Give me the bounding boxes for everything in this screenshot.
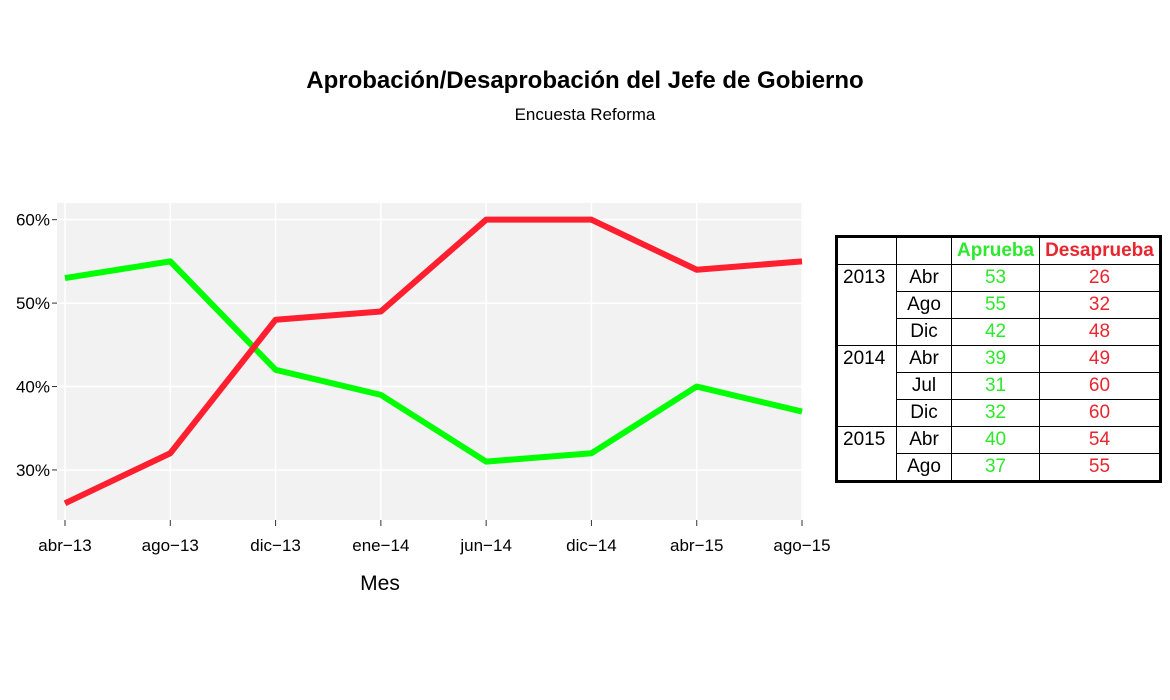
table-aprueba-cell: 40 bbox=[950, 426, 1041, 454]
y-tick-label: 60% bbox=[16, 211, 50, 230]
table-desaprueba-cell: 26 bbox=[1039, 264, 1161, 292]
plot-background bbox=[57, 203, 803, 520]
table-desaprueba-cell: 60 bbox=[1039, 372, 1161, 400]
x-tick-label: jun−14 bbox=[459, 536, 512, 555]
table-row: 2013 Abr 53 26 bbox=[836, 264, 1161, 346]
x-tick-label: abr−13 bbox=[38, 536, 91, 555]
grid-lines bbox=[57, 203, 803, 520]
table-desaprueba-cell: 49 bbox=[1039, 345, 1161, 373]
x-axis: abr−13 ago−13 dic−13 ene−14 jun−14 dic−14 abr−… bbox=[38, 520, 831, 555]
table-header-row: Aprueba Desaprueba bbox=[836, 236, 1161, 265]
table-header-desaprueba: Desaprueba bbox=[1039, 236, 1161, 265]
table-desaprueba-cell: 55 bbox=[1039, 453, 1161, 482]
table-aprueba-cell: 37 bbox=[950, 453, 1041, 482]
table-aprueba-cell: 32 bbox=[950, 399, 1041, 427]
table-year-cell: 2015 bbox=[836, 426, 897, 482]
y-tick-label: 50% bbox=[16, 294, 50, 313]
table-month-cell: Dic bbox=[896, 318, 952, 346]
table-year-cell: 2013 bbox=[836, 264, 897, 346]
table-header-aprueba: Aprueba bbox=[950, 236, 1041, 265]
x-tick-label: abr−15 bbox=[670, 536, 723, 555]
x-tick-label: dic−13 bbox=[250, 536, 301, 555]
table-row: Dic 42 48 bbox=[837, 318, 1161, 346]
x-axis-title: Mes bbox=[360, 572, 400, 595]
table-desaprueba-cell: 32 bbox=[1039, 291, 1161, 319]
x-tick-label: dic−14 bbox=[566, 536, 617, 555]
table-month-cell: Dic bbox=[896, 399, 952, 427]
table-aprueba-cell: 39 bbox=[950, 345, 1041, 373]
table-row: Ago 37 55 bbox=[837, 453, 1161, 482]
table-desaprueba-cell: 60 bbox=[1039, 399, 1161, 427]
table-header-month bbox=[896, 236, 952, 265]
series-lines bbox=[63, 216, 803, 507]
table-month-cell: Jul bbox=[896, 372, 952, 400]
series-line-aprueba bbox=[64, 258, 803, 465]
table-row: 2015 Abr 40 54 bbox=[836, 426, 1161, 482]
table-year-cell: 2014 bbox=[836, 345, 897, 427]
table-row: Jul 31 60 bbox=[837, 372, 1161, 400]
y-tick-label: 30% bbox=[16, 461, 50, 480]
x-tick-label: ago−13 bbox=[142, 536, 199, 555]
table-aprueba-cell: 53 bbox=[950, 264, 1041, 292]
table-desaprueba-cell: 54 bbox=[1039, 426, 1161, 454]
series-line-desaprueba bbox=[63, 216, 803, 507]
y-tick-label: 40% bbox=[16, 378, 50, 397]
table-header-year bbox=[836, 236, 897, 265]
table-row: Dic 32 60 bbox=[837, 399, 1161, 427]
table-aprueba-cell: 55 bbox=[950, 291, 1041, 319]
table-month-cell: Abr bbox=[896, 264, 952, 292]
table-aprueba-cell: 42 bbox=[950, 318, 1041, 346]
table-aprueba-cell: 31 bbox=[950, 372, 1041, 400]
table-month-cell: Abr bbox=[896, 426, 952, 454]
table-month-cell: Ago bbox=[896, 291, 952, 319]
y-axis: 30% 40% 50% 60% bbox=[16, 211, 57, 480]
x-tick-label: ene−14 bbox=[352, 536, 409, 555]
chart-subtitle: Encuesta Reforma bbox=[515, 105, 656, 124]
table-row: 2014 Abr 39 49 bbox=[836, 345, 1161, 427]
data-table: Aprueba Desaprueba 2013 Abr 53 26 Ago 55… bbox=[835, 235, 1162, 483]
table-desaprueba-cell: 48 bbox=[1039, 318, 1161, 346]
x-tick-label: ago−15 bbox=[773, 536, 830, 555]
table-month-cell: Abr bbox=[896, 345, 952, 373]
chart-title: Aprobación/Desaprobación del Jefe de Gob… bbox=[306, 67, 863, 94]
table-month-cell: Ago bbox=[896, 453, 952, 482]
